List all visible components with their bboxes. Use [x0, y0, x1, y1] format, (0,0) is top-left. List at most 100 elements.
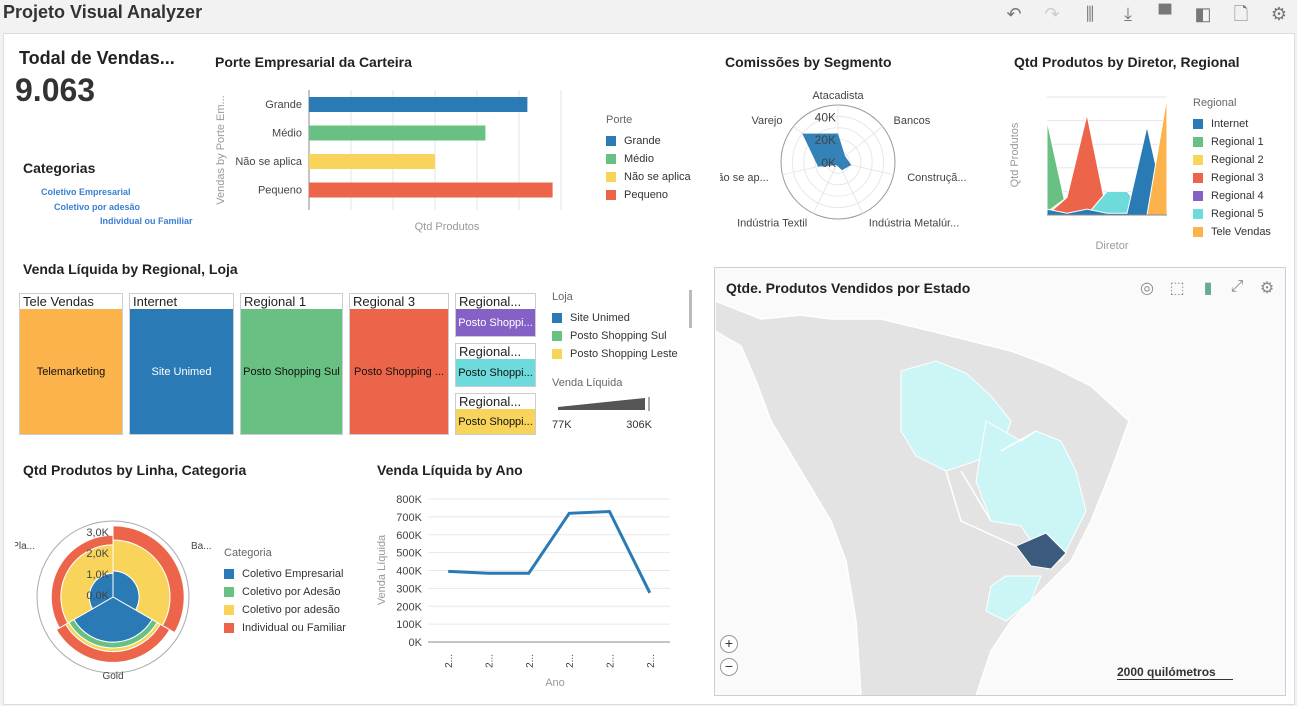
treemap-tile[interactable]: Posto Shoppi...: [456, 309, 535, 336]
legend-item[interactable]: Individual ou Familiar: [224, 619, 346, 637]
legend-item[interactable]: Regional 5: [1193, 205, 1271, 223]
treemap-tile[interactable]: Site Unimed: [130, 309, 233, 434]
legend-swatch: [606, 190, 616, 200]
radar-spoke: [812, 161, 839, 214]
legend-scrollbar[interactable]: [689, 290, 692, 328]
treemap-group[interactable]: Regional 1 Posto Shopping Sul: [240, 293, 343, 435]
treemap-group[interactable]: Tele Vendas Telemarketing: [19, 293, 123, 435]
legend-item[interactable]: Coletivo por Adesão: [224, 583, 346, 601]
treemap-tile-label: Posto Shopping ...: [354, 365, 444, 378]
bar-chart: Grande Médio Não se aplica Pequeno Qtd Produ…: [215, 90, 562, 233]
polar-tick-label: 3,0K: [86, 527, 109, 539]
page-icon[interactable]: 🗋: [1233, 4, 1249, 24]
marquee-select-icon[interactable]: ⬚: [1169, 280, 1185, 297]
area-chart-title: Qtd Produtos by Diretor, Regional: [1014, 54, 1240, 70]
treemap-tile[interactable]: Telemarketing: [20, 309, 122, 434]
treemap-tile[interactable]: Posto Shoppi...: [456, 409, 535, 434]
legend-item[interactable]: Regional 2: [1193, 151, 1271, 169]
legend-item[interactable]: Coletivo por adesão: [224, 601, 346, 619]
legend-item[interactable]: Médio: [606, 150, 691, 168]
undo-icon[interactable]: ↶: [1006, 4, 1022, 24]
legend-item[interactable]: Regional 1: [1193, 133, 1271, 151]
radar-category-label: Atacadista: [812, 90, 864, 102]
legend-item[interactable]: Não se aplica: [606, 168, 691, 186]
legend-swatch: [224, 569, 234, 579]
legend-item[interactable]: Site Unimed: [552, 309, 678, 327]
bar: [309, 182, 553, 198]
redo-icon[interactable]: ↷: [1044, 4, 1060, 24]
legend-item[interactable]: Posto Shopping Sul: [552, 327, 678, 345]
treemap-group[interactable]: Internet Site Unimed: [129, 293, 234, 435]
treemap-legend: Loja Site Unimed Posto Shopping Sul Posto …: [552, 291, 678, 431]
treemap-group-label: Regional 3: [353, 294, 416, 309]
treemap-title: Venda Líquida by Regional, Loja: [23, 261, 238, 277]
legend-label: Site Unimed: [570, 312, 630, 324]
polar-chart-title: Qtd Produtos by Linha, Categoria: [23, 462, 247, 478]
treemap-tile-label: Telemarketing: [36, 365, 106, 378]
radar-chart-title: Comissões by Segmento: [725, 54, 892, 70]
legend-item[interactable]: Regional 4: [1193, 187, 1271, 205]
legend-item[interactable]: Pequeno: [606, 186, 691, 204]
bar-category-label: Grande: [265, 99, 302, 111]
radar-spoke: [837, 161, 864, 214]
add-visualization-icon[interactable]: ⫼: [1085, 4, 1095, 24]
legend-swatch: [552, 331, 562, 341]
treemap-group[interactable]: Regional... Posto Shoppi...: [455, 343, 536, 387]
treemap-tile-label: Posto Shoppi...: [458, 415, 533, 428]
y-tick-label: 400K: [396, 566, 422, 578]
radar-category-label: Indústria Textil: [737, 217, 807, 229]
bar: [309, 97, 528, 112]
treemap-tile[interactable]: Posto Shoppi...: [456, 359, 535, 386]
maximize-icon[interactable]: ⤢: [1230, 278, 1244, 295]
treemap-legend-title: Loja: [552, 291, 573, 303]
legend-swatch: [1193, 191, 1203, 201]
tag-coletivo-por-adesao[interactable]: Coletivo por adesão: [54, 202, 141, 212]
treemap-group[interactable]: Regional 3 Posto Shopping ...: [349, 293, 449, 435]
treemap-group-label: Regional 1: [244, 294, 307, 309]
legend-item[interactable]: Tele Vendas: [1193, 223, 1271, 241]
polar-tick-label: 1,0K: [86, 569, 109, 581]
bar-chart-icon[interactable]: ▮: [1203, 280, 1213, 297]
bar-chart-title: Porte Empresarial da Carteira: [215, 54, 412, 70]
legend-label: Tele Vendas: [1211, 226, 1271, 238]
legend-item[interactable]: Regional 3: [1193, 169, 1271, 187]
y-tick-label: 0K: [409, 637, 423, 649]
tag-individual-familiar[interactable]: Individual ou Familiar: [100, 216, 193, 226]
zoom-in-button[interactable]: +: [720, 635, 738, 653]
legend-item[interactable]: Posto Shopping Leste: [552, 345, 678, 363]
legend-item[interactable]: Grande: [606, 132, 691, 150]
y-tick-label: 800K: [396, 494, 422, 506]
legend-item[interactable]: Internet: [1193, 115, 1271, 133]
map-canvas[interactable]: [715, 268, 1286, 696]
treemap-tile[interactable]: Posto Shopping Sul: [241, 309, 342, 434]
legend-item[interactable]: Coletivo Empresarial: [224, 565, 346, 583]
export-icon[interactable]: ⤓: [1124, 4, 1132, 24]
zoom-out-button[interactable]: −: [720, 658, 738, 676]
state-borders: [945, 430, 1037, 547]
treemap-group[interactable]: Regional... Posto Shoppi...: [455, 393, 536, 435]
legend-label: Coletivo por Adesão: [242, 586, 341, 598]
treemap-group[interactable]: Regional... Posto Shoppi...: [455, 293, 536, 337]
x-axis-label: Qtd Produtos: [415, 221, 480, 233]
radar-category-label: Varejo: [752, 115, 783, 127]
settings-icon[interactable]: ⚙: [1270, 4, 1288, 24]
legend-swatch: [1193, 155, 1203, 165]
polar-category-label: Ba...: [191, 541, 212, 552]
treemap-group-label: Regional...: [459, 394, 522, 409]
legend-swatch: [224, 605, 234, 615]
gear-icon[interactable]: ⚙: [1259, 280, 1275, 297]
legend-swatch: [552, 313, 562, 323]
line-chart-title: Venda Líquida by Ano: [377, 462, 523, 478]
polar-segment: [112, 525, 185, 634]
target-icon[interactable]: ◎: [1140, 280, 1154, 297]
panel-toggle-icon[interactable]: ◧: [1194, 4, 1212, 24]
sao-paulo-state: [1015, 532, 1067, 570]
data-elements-icon[interactable]: ▀: [1158, 4, 1172, 24]
tag-coletivo-empresarial[interactable]: Coletivo Empresarial: [41, 187, 131, 197]
legend-swatch: [606, 172, 616, 182]
treemap-group-label: Tele Vendas: [23, 294, 94, 309]
treemap-tile[interactable]: Posto Shopping ...: [350, 309, 448, 434]
bar-legend: Porte Grande Médio Não se aplica Pequeno: [606, 114, 691, 204]
y-tick-label: 100K: [396, 619, 422, 631]
x-tick-label: 2...: [646, 654, 657, 668]
